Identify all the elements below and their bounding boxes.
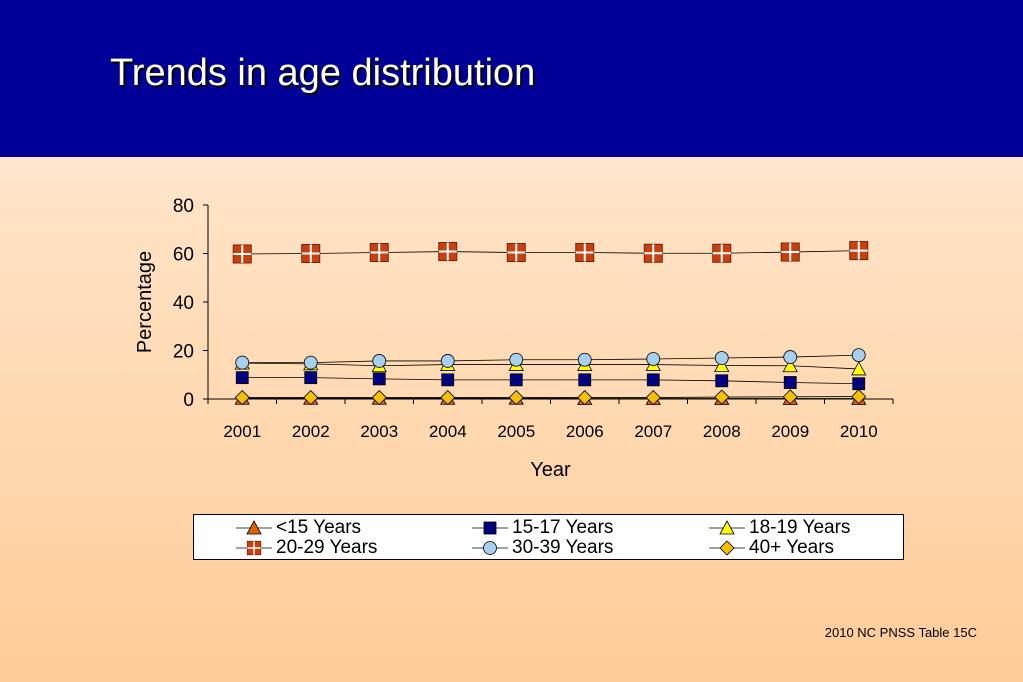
legend-item-18-19-years: 18-19 Years <box>709 517 851 538</box>
data-point-18-19-years <box>851 361 867 376</box>
data-point-30-39-years <box>440 354 455 368</box>
page-title: Trends in age distribution <box>110 52 536 94</box>
data-point-15-17-years <box>304 371 318 385</box>
x-tick-label: 2004 <box>429 422 467 441</box>
data-point-30-39-years <box>783 350 798 364</box>
data-point-15-17-years <box>509 373 523 387</box>
legend-label: 20-29 Years <box>276 537 378 558</box>
legend-item-30-39-years: 30-39 Years <box>472 537 614 558</box>
legend-label: <15 Years <box>276 517 362 538</box>
x-tick-label: 2003 <box>360 422 398 441</box>
x-tick-label: 2010 <box>840 422 878 441</box>
y-axis-title: Percentage <box>134 251 156 353</box>
legend-marker <box>483 541 497 555</box>
data-point-40-years <box>371 389 387 406</box>
data-point-20-29-years <box>780 242 800 262</box>
legend-swatch <box>472 541 508 555</box>
data-point-15-17-years <box>852 377 866 391</box>
data-point-20-29-years <box>301 244 321 263</box>
data-point-20-29-years <box>438 242 458 262</box>
data-point-40-years <box>234 389 250 406</box>
data-point-18-19-years <box>714 357 730 372</box>
legend-item-40-years: 40+ Years <box>709 537 835 558</box>
title-banner: Trends in age distribution <box>0 0 1023 157</box>
data-point-15-17-years <box>646 373 660 387</box>
data-point-30-39-years <box>646 352 661 366</box>
data-point-30-39-years <box>235 355 250 370</box>
legend-swatch <box>709 540 745 556</box>
legend-swatch <box>236 520 272 535</box>
legend-swatch <box>236 540 272 556</box>
line-chart: 0 20 40 60 80 2001 2002 2003 2004 2005 2006 2007 200… <box>134 196 894 481</box>
legend-marker <box>719 520 735 535</box>
legend-swatch <box>709 520 745 535</box>
y-tick-label: 80 <box>173 196 194 217</box>
data-point-40-years <box>782 389 798 405</box>
legend-item-15-17-years: 15-17 Years <box>472 517 614 538</box>
series-line-20-29-years <box>242 250 859 255</box>
data-point-30-39-years <box>577 352 592 367</box>
legend-swatch <box>472 521 508 535</box>
data-point-40-years <box>714 389 730 405</box>
data-point-20-29-years <box>575 243 595 263</box>
data-point-40-years <box>851 389 867 405</box>
legend-marker <box>246 520 262 535</box>
data-point-30-39-years <box>303 355 318 370</box>
data-point-30-39-years <box>714 351 729 365</box>
y-tick-label: 0 <box>183 390 194 411</box>
legend-item-15-years: <15 Years <box>236 517 362 538</box>
data-point-30-39-years <box>851 348 866 363</box>
x-tick-label: 2006 <box>566 422 604 441</box>
source-note: 2010 NC PNSS Table 15C <box>824 625 977 640</box>
legend-label: 40+ Years <box>749 537 835 558</box>
data-point-30-39-years <box>509 352 524 367</box>
series-line-15-17-years <box>242 377 859 385</box>
x-tick-label: 2002 <box>292 422 330 441</box>
data-point-30-39-years <box>372 354 387 368</box>
legend-marker <box>246 540 262 556</box>
series-line-18-19-years <box>242 362 859 370</box>
y-tick-label: 20 <box>173 342 194 363</box>
legend-label: 15-17 Years <box>512 517 614 538</box>
data-point-15-17-years <box>783 376 797 389</box>
data-point-20-29-years <box>712 243 732 263</box>
y-tick-label: 60 <box>173 245 194 266</box>
data-point-20-29-years <box>643 243 663 263</box>
legend-label: 18-19 Years <box>749 517 851 538</box>
data-point-40-years <box>508 389 524 406</box>
data-point-20-29-years <box>849 241 869 261</box>
data-point-20-29-years <box>506 243 526 263</box>
data-point-40-years <box>645 389 661 406</box>
data-point-20-29-years <box>232 244 252 264</box>
data-point-15-17-years <box>715 374 729 388</box>
x-axis-title: Year <box>530 459 571 481</box>
x-tick-label: 2005 <box>497 422 535 441</box>
legend-item-20-29-years: 20-29 Years <box>236 537 378 558</box>
legend-label: 30-39 Years <box>512 537 614 558</box>
x-tick-label: 2007 <box>634 422 672 441</box>
data-point-15-17-years <box>372 372 386 386</box>
data-point-15-17-years <box>235 371 249 385</box>
data-point-18-19-years <box>782 357 798 373</box>
data-point-15-17-years <box>578 373 592 387</box>
chart-legend: <15 Years 15-17 Years 18-19 Years 20-29 Yea… <box>193 514 904 560</box>
legend-marker <box>719 540 735 556</box>
legend-marker <box>483 521 497 535</box>
x-tick-label: 2008 <box>703 422 741 441</box>
series-line-30-39-years <box>242 354 859 364</box>
y-tick-label: 40 <box>173 293 194 314</box>
data-point-15-17-years <box>441 373 455 387</box>
data-point-20-29-years <box>369 243 389 263</box>
x-tick-label: 2001 <box>223 422 261 441</box>
data-point-40-years <box>440 389 456 406</box>
data-point-40-years <box>303 389 319 406</box>
x-tick-label: 2009 <box>771 422 809 441</box>
series-line-40-years <box>242 396 859 398</box>
data-point-40-years <box>577 389 593 406</box>
